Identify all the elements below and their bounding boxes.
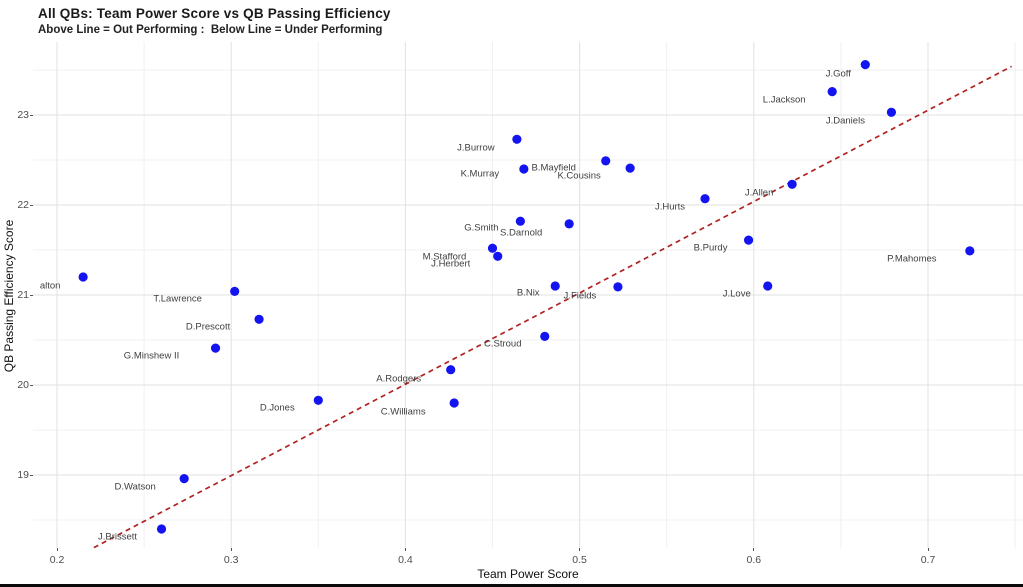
point-label: S.Darnold bbox=[500, 227, 543, 239]
data-point-j-allen bbox=[787, 179, 797, 189]
data-point-b-purdy bbox=[743, 235, 754, 245]
x-tick-label: 0.7 bbox=[920, 554, 936, 566]
data-point-j-goff bbox=[860, 60, 870, 70]
data-point-j-love bbox=[763, 281, 773, 291]
x-axis-title: Team Power Score bbox=[477, 567, 579, 581]
data-point-c-stroud bbox=[540, 331, 550, 341]
x-tick-mark bbox=[56, 548, 58, 551]
x-tick-mark bbox=[230, 548, 232, 551]
data-point-j-brissett bbox=[156, 524, 167, 534]
data-point-p-mahomes bbox=[965, 246, 975, 256]
y-tick-mark bbox=[30, 384, 33, 386]
x-tick-mark bbox=[404, 548, 406, 551]
data-point-k-cousins bbox=[625, 163, 635, 173]
x-tick-label: 0.5 bbox=[572, 554, 587, 566]
point-label: T.Lawrence bbox=[153, 293, 202, 305]
y-tick-label: 23 bbox=[17, 109, 29, 121]
chart-title: All QBs: Team Power Score vs QB Passing … bbox=[38, 6, 391, 21]
y-tick-label: 21 bbox=[17, 289, 29, 301]
point-label: K.Murray bbox=[460, 168, 500, 180]
point-label: J.Brissett bbox=[97, 531, 138, 543]
point-label: J.Fields bbox=[563, 290, 597, 302]
data-point-s-darnold bbox=[564, 219, 574, 229]
point-label: J.Love bbox=[722, 288, 751, 300]
data-point-d-watson bbox=[179, 474, 189, 484]
trendline bbox=[91, 65, 1013, 548]
y-tick-mark bbox=[30, 294, 33, 296]
point-label: L.Jackson bbox=[762, 93, 806, 105]
point-label: C.Stroud bbox=[484, 338, 522, 350]
point-label: J.Hurts bbox=[654, 200, 686, 212]
point-label: M.Stafford bbox=[422, 251, 467, 263]
y-tick-label: 19 bbox=[17, 469, 29, 481]
data-point-alton bbox=[78, 272, 88, 282]
point-label: B.Mayfield bbox=[531, 162, 576, 174]
data-point-d-jones bbox=[313, 395, 323, 405]
data-point-m-stafford bbox=[487, 243, 498, 253]
point-label: D.Prescott bbox=[185, 321, 231, 333]
y-tick-mark bbox=[30, 474, 33, 476]
point-label: B.Purdy bbox=[693, 242, 728, 254]
data-point-b-nix bbox=[550, 281, 560, 291]
point-label: J.Allen bbox=[744, 187, 774, 199]
data-point-b-mayfield bbox=[601, 156, 611, 166]
y-axis-title: QB Passing Efficiency Score bbox=[2, 219, 16, 373]
data-point-k-murray bbox=[519, 164, 529, 174]
data-point-c-williams bbox=[449, 398, 459, 408]
x-tick-label: 0.4 bbox=[398, 554, 413, 566]
data-point-j-fields bbox=[613, 282, 623, 292]
point-label: K.Cousins bbox=[557, 170, 601, 182]
point-label: C.Williams bbox=[380, 406, 426, 418]
y-tick-label: 22 bbox=[17, 199, 29, 211]
data-point-j-hurts bbox=[700, 194, 710, 204]
data-point-l-jackson bbox=[827, 87, 837, 97]
point-label: J.Herbert bbox=[431, 258, 471, 270]
point-label: A.Rodgers bbox=[376, 372, 422, 384]
data-point-j-daniels bbox=[886, 107, 897, 117]
point-label: B.Nix bbox=[516, 287, 540, 299]
y-tick-label: 20 bbox=[17, 379, 29, 391]
y-tick-mark bbox=[30, 204, 33, 206]
x-tick-mark bbox=[753, 548, 755, 551]
data-point-a-rodgers bbox=[446, 365, 456, 375]
point-label: J.Goff bbox=[825, 67, 851, 79]
data-point-j-herbert bbox=[493, 251, 503, 261]
plot-canvas bbox=[33, 42, 1023, 548]
data-point-g-minshew-ii bbox=[210, 343, 221, 353]
point-label: P.Mahomes bbox=[887, 253, 937, 265]
x-tick-label: 0.3 bbox=[223, 554, 239, 566]
plot-panel: alton T.Lawrence D.Prescott G.Minshew II D.J… bbox=[33, 42, 1023, 548]
point-label: G.Minshew II bbox=[123, 350, 180, 362]
data-point-j-burrow bbox=[512, 134, 522, 144]
point-label: D.Jones bbox=[259, 402, 295, 414]
data-point-t-lawrence bbox=[230, 286, 240, 296]
x-tick-mark bbox=[579, 548, 581, 551]
x-tick-mark bbox=[927, 548, 929, 551]
y-tick-mark bbox=[30, 114, 33, 116]
data-point-d-prescott bbox=[254, 314, 264, 324]
x-tick-label: 0.6 bbox=[746, 554, 762, 566]
point-label: alton bbox=[39, 280, 61, 292]
data-point-g-smith bbox=[515, 216, 525, 226]
point-label: G.Smith bbox=[464, 222, 499, 234]
chart-subtitle: Above Line = Out Performing : Below Line… bbox=[38, 24, 383, 36]
screenshot-bottom-edge bbox=[0, 584, 1023, 587]
point-label: J.Burrow bbox=[457, 142, 495, 154]
x-tick-label: 0.2 bbox=[49, 554, 65, 566]
point-label: J.Daniels bbox=[825, 115, 865, 127]
point-label: D.Watson bbox=[114, 480, 156, 492]
